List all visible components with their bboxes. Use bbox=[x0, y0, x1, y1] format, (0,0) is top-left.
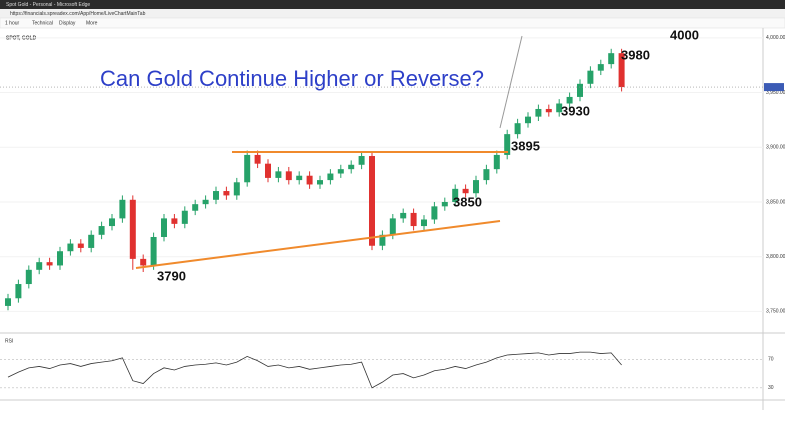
candle-body bbox=[369, 156, 375, 246]
candle-body bbox=[109, 218, 115, 227]
candle-body bbox=[46, 262, 53, 266]
toolbar bbox=[0, 17, 785, 29]
support-trendline bbox=[135, 220, 501, 269]
candle-body bbox=[171, 218, 178, 224]
candle-body bbox=[233, 182, 240, 196]
candle-body bbox=[483, 169, 490, 181]
candle-body bbox=[587, 70, 594, 84]
candle-body bbox=[5, 298, 11, 306]
candle-body bbox=[150, 236, 157, 266]
annotation: 4000 bbox=[670, 27, 699, 42]
candle-body bbox=[223, 191, 230, 196]
candle-body bbox=[597, 64, 604, 71]
y-tick-label: 3,900.00 bbox=[766, 145, 785, 151]
candle-body bbox=[161, 218, 167, 237]
toolbar-button[interactable]: Technical bbox=[32, 20, 53, 26]
annotation: 3980 bbox=[621, 47, 650, 62]
candle-body bbox=[317, 180, 323, 185]
annotation: 3850 bbox=[453, 194, 482, 209]
candle-body bbox=[493, 154, 500, 170]
projection-line bbox=[499, 35, 523, 129]
y-tick-label: 3,800.00 bbox=[766, 254, 785, 260]
candle-body bbox=[181, 210, 188, 224]
candle-body bbox=[129, 199, 136, 259]
toolbar-items: 1 hour Technical Display More bbox=[5, 20, 98, 26]
title-bar bbox=[0, 0, 785, 9]
candle-body bbox=[577, 83, 583, 97]
candle-body bbox=[556, 103, 563, 113]
candle-body bbox=[202, 199, 209, 205]
last-price-marker bbox=[764, 83, 784, 92]
candle-body bbox=[36, 262, 43, 270]
candle-body bbox=[358, 156, 365, 165]
toolbar-button[interactable]: More bbox=[86, 20, 98, 26]
rsi-tick-label: 70 bbox=[768, 357, 774, 363]
rsi-tick-label: 30 bbox=[768, 385, 774, 391]
candle-body bbox=[618, 53, 625, 88]
url[interactable]: https://financials.spreadex.com/App/Home… bbox=[10, 11, 146, 17]
candle-body bbox=[389, 218, 396, 235]
candle-body bbox=[504, 134, 511, 155]
y-tick-label: 3,750.00 bbox=[766, 309, 785, 315]
candle-body bbox=[566, 96, 573, 104]
window-title: Spot Gold - Personal - Microsoft Edge bbox=[6, 2, 90, 8]
candle-body bbox=[608, 53, 615, 65]
candle-body bbox=[98, 226, 105, 235]
headline: Can Gold Continue Higher or Reverse? bbox=[100, 66, 484, 91]
candle-body bbox=[285, 171, 292, 181]
candle-body bbox=[25, 269, 32, 285]
candle-body bbox=[119, 199, 126, 219]
candle-body bbox=[545, 108, 552, 113]
y-tick-label: 3,950.00 bbox=[766, 90, 785, 96]
candle-body bbox=[410, 212, 417, 227]
annotation: 3895 bbox=[511, 138, 540, 153]
toolbar-button[interactable]: Display bbox=[59, 20, 76, 26]
candle-body bbox=[275, 171, 282, 178]
candle-body bbox=[67, 243, 74, 252]
candle-body bbox=[57, 251, 63, 266]
candle-body bbox=[421, 219, 427, 227]
candle-body bbox=[452, 188, 459, 202]
candle-body bbox=[535, 108, 542, 117]
candle-body bbox=[265, 163, 271, 178]
candle-body bbox=[473, 180, 479, 194]
candle-body bbox=[337, 169, 344, 174]
toolbar-button[interactable]: 1 hour bbox=[5, 20, 20, 26]
annotation: 3790 bbox=[157, 268, 186, 283]
candle-body bbox=[348, 164, 355, 170]
candle-body bbox=[254, 154, 261, 164]
candle-body bbox=[525, 116, 531, 124]
candle-body bbox=[88, 234, 95, 248]
candle-body bbox=[306, 175, 313, 185]
candle-body bbox=[244, 154, 251, 183]
candle-body bbox=[327, 173, 334, 181]
candle-body bbox=[15, 284, 22, 299]
rsi-label: RSI bbox=[5, 338, 13, 344]
plot: 4,000.00 3,950.00 3,900.00 3,850.00 3,800.00… bbox=[0, 35, 785, 391]
candle-body bbox=[462, 188, 469, 194]
candle-body bbox=[77, 243, 84, 248]
candle-body bbox=[441, 201, 448, 207]
candle-body bbox=[431, 206, 438, 220]
candle-body bbox=[213, 191, 219, 200]
address-bar bbox=[0, 9, 785, 18]
y-tick-label: 3,850.00 bbox=[766, 199, 785, 205]
candle-body bbox=[140, 258, 147, 266]
annotation: 3930 bbox=[561, 103, 590, 118]
candle-body bbox=[379, 234, 386, 246]
candle-body bbox=[192, 204, 199, 211]
candle-body bbox=[514, 123, 521, 135]
rsi-line bbox=[7, 351, 622, 389]
candle-body bbox=[400, 212, 407, 219]
candle-body bbox=[296, 175, 303, 181]
y-tick-label: 4,000.00 bbox=[766, 35, 785, 41]
